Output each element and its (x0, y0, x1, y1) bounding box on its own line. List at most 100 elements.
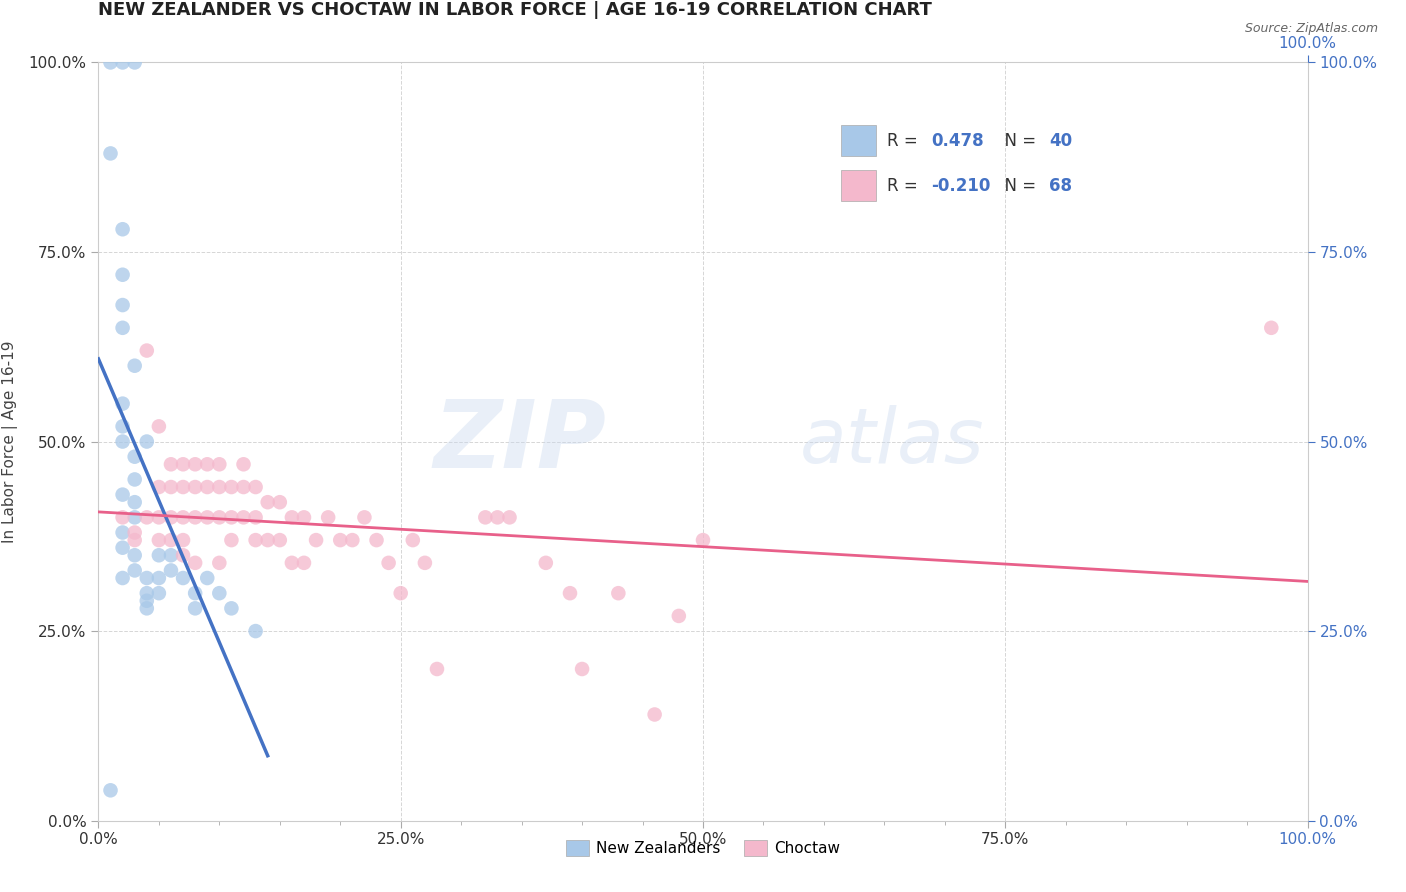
Point (160, 564, 183, 578)
Point (135, 510, 157, 524)
Point (148, 533, 170, 548)
Point (571, 662, 593, 676)
Point (353, 510, 375, 524)
Point (184, 458, 207, 472)
Point (184, 480, 207, 494)
Point (305, 533, 328, 548)
Point (377, 556, 399, 570)
Point (111, 571, 134, 585)
Point (160, 480, 183, 494)
Point (111, 55, 134, 70)
Point (558, 586, 581, 600)
Point (208, 586, 231, 600)
Point (148, 571, 170, 585)
Y-axis label: In Labor Force | Age 16-19: In Labor Force | Age 16-19 (1, 340, 17, 543)
Point (245, 624, 267, 639)
Point (534, 556, 557, 570)
Point (172, 548, 194, 563)
Point (100, 783, 122, 797)
Point (111, 320, 134, 334)
Point (160, 533, 183, 548)
Point (184, 586, 207, 600)
Point (172, 458, 194, 472)
Point (100, 146, 122, 161)
Point (245, 510, 267, 524)
Point (111, 487, 134, 501)
Text: 0.478: 0.478 (931, 132, 984, 150)
Point (184, 556, 207, 570)
Point (111, 419, 134, 434)
Point (148, 419, 170, 434)
Point (124, 548, 146, 563)
Point (148, 510, 170, 524)
Point (111, 222, 134, 236)
Point (221, 510, 243, 524)
Point (111, 510, 134, 524)
Bar (841, 125, 876, 156)
Point (172, 571, 194, 585)
Point (245, 480, 267, 494)
Point (692, 533, 714, 548)
Point (124, 450, 146, 464)
Point (111, 268, 134, 282)
Point (195, 571, 218, 585)
Point (474, 510, 496, 524)
Point (292, 556, 315, 570)
Point (111, 525, 134, 540)
Bar (841, 169, 876, 201)
Point (232, 510, 254, 524)
Point (256, 495, 278, 509)
Point (135, 586, 157, 600)
Point (124, 55, 146, 70)
Text: R =: R = (887, 132, 924, 150)
Point (111, 541, 134, 555)
Point (1260, 320, 1282, 334)
Point (221, 480, 243, 494)
Point (644, 707, 666, 722)
Point (124, 510, 146, 524)
Text: R =: R = (887, 177, 924, 194)
Point (668, 608, 690, 623)
Text: Source: ZipAtlas.com: Source: ZipAtlas.com (1244, 22, 1378, 36)
Point (184, 510, 207, 524)
Point (269, 495, 291, 509)
Point (256, 533, 278, 548)
Point (135, 434, 157, 449)
Point (426, 662, 449, 676)
Legend: New Zealanders, Choctaw: New Zealanders, Choctaw (560, 834, 846, 863)
Point (498, 510, 520, 524)
Text: 68: 68 (1049, 177, 1071, 194)
Point (221, 533, 243, 548)
Point (195, 510, 218, 524)
Text: N =: N = (994, 177, 1042, 194)
Point (124, 525, 146, 540)
Point (269, 533, 291, 548)
Point (281, 556, 304, 570)
Point (184, 601, 207, 615)
Point (124, 473, 146, 487)
Point (232, 480, 254, 494)
Point (389, 586, 412, 600)
Point (148, 480, 170, 494)
Point (342, 533, 364, 548)
Point (366, 533, 388, 548)
Point (245, 533, 267, 548)
Point (195, 480, 218, 494)
Point (607, 586, 630, 600)
Point (329, 533, 352, 548)
Point (124, 533, 146, 548)
Point (208, 510, 231, 524)
Point (172, 510, 194, 524)
Text: N =: N = (994, 132, 1042, 150)
Point (402, 533, 425, 548)
Point (111, 396, 134, 410)
Point (172, 533, 194, 548)
Point (124, 564, 146, 578)
Point (135, 571, 157, 585)
Point (232, 458, 254, 472)
Point (172, 480, 194, 494)
Text: NEW ZEALANDER VS CHOCTAW IN LABOR FORCE | AGE 16-19 CORRELATION CHART: NEW ZEALANDER VS CHOCTAW IN LABOR FORCE … (98, 1, 932, 19)
Text: 40: 40 (1049, 132, 1071, 150)
Point (195, 458, 218, 472)
Point (111, 298, 134, 312)
